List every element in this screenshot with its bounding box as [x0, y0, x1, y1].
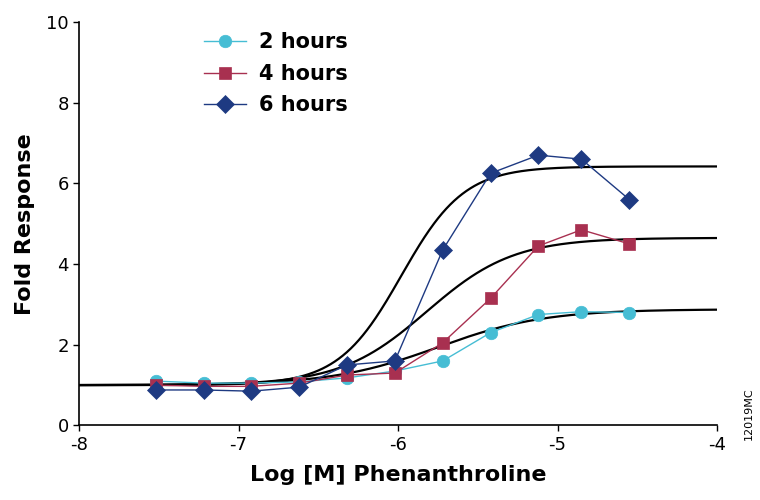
4 hours: [534, 243, 543, 249]
4 hours: [343, 372, 352, 378]
Line: 2 hours: 2 hours: [150, 306, 635, 390]
2 hours: [199, 380, 208, 386]
6 hours: [199, 387, 208, 393]
6 hours: [295, 384, 304, 390]
4 hours: [439, 340, 448, 346]
4 hours: [295, 380, 304, 386]
2 hours: [391, 368, 400, 374]
Text: 12019MC: 12019MC: [743, 388, 754, 440]
Legend: 2 hours, 4 hours, 6 hours: 2 hours, 4 hours, 6 hours: [204, 32, 347, 116]
2 hours: [439, 358, 448, 364]
Line: 6 hours: 6 hours: [150, 149, 635, 398]
2 hours: [343, 375, 352, 381]
2 hours: [534, 312, 543, 318]
4 hours: [486, 296, 495, 302]
2 hours: [577, 308, 586, 314]
2 hours: [486, 330, 495, 336]
6 hours: [391, 358, 400, 364]
4 hours: [625, 241, 634, 247]
6 hours: [577, 156, 586, 162]
2 hours: [625, 310, 634, 316]
6 hours: [247, 388, 256, 394]
X-axis label: Log [M] Phenanthroline: Log [M] Phenanthroline: [250, 465, 546, 485]
2 hours: [151, 378, 160, 384]
6 hours: [151, 387, 160, 393]
6 hours: [486, 170, 495, 176]
6 hours: [534, 152, 543, 158]
4 hours: [577, 227, 586, 233]
4 hours: [151, 382, 160, 388]
2 hours: [295, 379, 304, 385]
2 hours: [247, 380, 256, 386]
6 hours: [439, 247, 448, 253]
6 hours: [343, 362, 352, 368]
6 hours: [625, 196, 634, 202]
Line: 4 hours: 4 hours: [150, 224, 635, 392]
4 hours: [391, 370, 400, 376]
4 hours: [247, 384, 256, 390]
4 hours: [199, 384, 208, 390]
Y-axis label: Fold Response: Fold Response: [15, 133, 35, 314]
